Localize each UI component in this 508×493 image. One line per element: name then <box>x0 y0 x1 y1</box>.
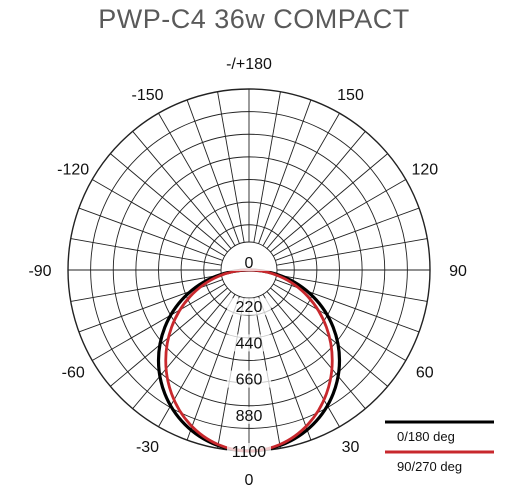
angle-label: 90 <box>449 263 467 280</box>
angle-label: -60 <box>62 365 85 382</box>
angle-label: -90 <box>28 263 51 280</box>
legend-label: 0/180 deg <box>397 429 455 444</box>
grid-spoke <box>276 238 428 266</box>
grid-ring <box>112 133 386 407</box>
radial-label-bg <box>227 443 271 460</box>
grid-spoke <box>70 274 222 302</box>
grid-spoke <box>70 238 222 266</box>
angle-label: -/+180 <box>226 56 272 73</box>
chart-title: PWP-C4 36w COMPACT <box>98 4 410 34</box>
radial-label-bg <box>227 298 271 316</box>
angle-label: 120 <box>411 162 438 179</box>
grid-ring <box>90 111 408 429</box>
grid-spoke <box>186 99 240 244</box>
angle-label: 30 <box>342 439 360 456</box>
grid-spoke <box>266 291 366 409</box>
angle-label: 60 <box>416 365 434 382</box>
radial-tick-label: 0 <box>245 255 254 272</box>
grid-ring <box>203 224 295 316</box>
legend: 0/180 deg 90/270 deg <box>385 420 494 474</box>
radial-tick-label: 660 <box>236 372 263 389</box>
grid-spoke <box>110 153 228 253</box>
grid-spoke <box>258 99 312 244</box>
radial-tick-label: 440 <box>236 335 263 352</box>
grid-spoke <box>276 274 428 302</box>
grid-spoke <box>258 296 312 441</box>
radial-labels: 0 220 440 660 880 1100 <box>227 254 271 461</box>
angle-labels: -/+180 150 -150 120 -120 90 -90 60 -60 30 -30 0 <box>28 56 467 489</box>
angle-label: 0 <box>245 472 254 489</box>
grid-ring <box>158 179 340 361</box>
angle-label: -30 <box>136 439 159 456</box>
grid-spoke <box>270 153 388 253</box>
radial-label-bg <box>227 334 271 352</box>
grid-spoke <box>132 291 232 409</box>
radial-label-bg <box>227 254 271 271</box>
grid-spoke <box>186 296 240 441</box>
radial-tick-label: 220 <box>236 299 263 316</box>
grid-spoke <box>253 91 281 243</box>
grid-spoke <box>78 207 223 261</box>
legend-label: 90/270 deg <box>397 459 462 474</box>
angle-label: -150 <box>131 87 163 104</box>
radial-label-bg <box>227 370 271 388</box>
grid-spoke <box>217 91 245 243</box>
angle-label: -120 <box>57 162 89 179</box>
grid-spoke <box>266 131 366 249</box>
radial-label-bg <box>227 406 271 424</box>
grid-spoke <box>275 207 420 261</box>
radial-tick-label: 880 <box>236 408 263 425</box>
angle-label: 150 <box>337 87 364 104</box>
radial-tick-label: 1100 <box>232 444 267 461</box>
grid-spoke <box>132 131 232 249</box>
